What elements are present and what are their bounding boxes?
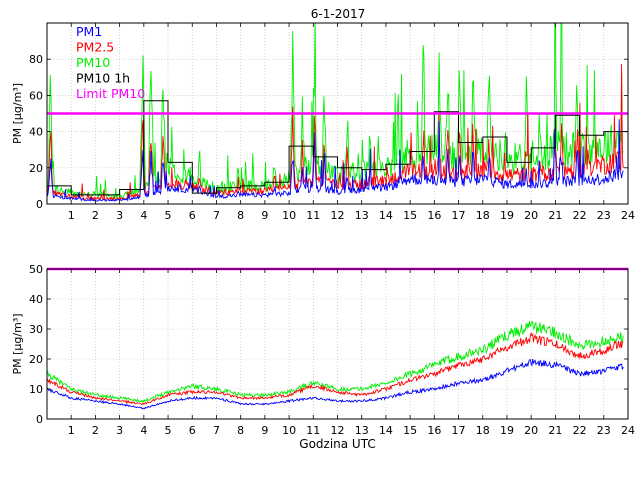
x-tick-label: 9 bbox=[261, 424, 268, 437]
x-tick-label: 4 bbox=[140, 424, 147, 437]
x-tick-label: 7 bbox=[213, 209, 220, 222]
x-tick-label: 3 bbox=[116, 424, 123, 437]
x-tick-label: 6 bbox=[189, 209, 196, 222]
y-tick-label: 50 bbox=[29, 263, 43, 276]
x-tick-label: 20 bbox=[524, 424, 538, 437]
y-tick-label: 60 bbox=[29, 89, 43, 102]
y-tick-label: 30 bbox=[29, 323, 43, 336]
legend-entry: PM2.5 bbox=[76, 40, 114, 55]
series-pm10-line bbox=[47, 320, 624, 403]
legend-entry: Limit PM10 bbox=[76, 86, 145, 101]
x-tick-label: 18 bbox=[476, 424, 490, 437]
x-tick-label: 14 bbox=[379, 424, 393, 437]
y-tick-label: 20 bbox=[29, 353, 43, 366]
plot-area bbox=[47, 23, 628, 202]
x-tick-label: 13 bbox=[355, 209, 369, 222]
x-tick-label: 12 bbox=[331, 209, 345, 222]
x-tick-label: 5 bbox=[165, 209, 172, 222]
x-tick-label: 19 bbox=[500, 424, 514, 437]
x-tick-label: 10 bbox=[282, 209, 296, 222]
series-pm25-line bbox=[47, 331, 624, 406]
x-tick-label: 1 bbox=[68, 424, 75, 437]
x-tick-label: 24 bbox=[621, 424, 635, 437]
y-tick-label: 20 bbox=[29, 162, 43, 175]
legend-entry: PM10 bbox=[76, 55, 110, 70]
x-tick-label: 21 bbox=[548, 424, 562, 437]
x-tick-label: 17 bbox=[452, 424, 466, 437]
x-tick-label: 11 bbox=[306, 424, 320, 437]
x-tick-label: 1 bbox=[68, 209, 75, 222]
series-pm1-line bbox=[47, 119, 624, 202]
x-tick-label: 3 bbox=[116, 209, 123, 222]
x-tick-label: 8 bbox=[237, 209, 244, 222]
x-tick-label: 23 bbox=[597, 209, 611, 222]
x-tick-label: 24 bbox=[621, 209, 635, 222]
x-tick-label: 16 bbox=[427, 209, 441, 222]
y-axis-label: PM [µg/m³] bbox=[11, 83, 24, 144]
y-axis-label: PM [µg/m³] bbox=[11, 313, 24, 374]
series-pm1-line bbox=[47, 359, 624, 410]
y-tick-label: 80 bbox=[29, 53, 43, 66]
x-tick-label: 18 bbox=[476, 209, 490, 222]
x-tick-label: 23 bbox=[597, 424, 611, 437]
x-tick-label: 15 bbox=[403, 424, 417, 437]
x-tick-label: 10 bbox=[282, 424, 296, 437]
x-tick-label: 6 bbox=[189, 424, 196, 437]
x-tick-label: 19 bbox=[500, 209, 514, 222]
series-pm10-1h-step bbox=[47, 100, 628, 196]
bottom-chart: 1 2 3 4 5 6 7 8 9 10 11 12 13 14 15 16 17 18 19 20 21 22 23 240… bbox=[11, 263, 635, 451]
x-tick-label: 12 bbox=[331, 424, 345, 437]
y-tick-label: 40 bbox=[29, 126, 43, 139]
x-tick-label: 4 bbox=[140, 209, 147, 222]
x-tick-label: 17 bbox=[452, 209, 466, 222]
x-tick-label: 13 bbox=[355, 424, 369, 437]
chart-title: 6-1-2017 bbox=[311, 7, 365, 21]
top-chart: 1 2 3 4 5 6 7 8 9 10 11 12 13 14 15 16 17 18 19 20 21 22 23 240… bbox=[11, 22, 635, 222]
x-tick-label: 20 bbox=[524, 209, 538, 222]
y-tick-label: 10 bbox=[29, 383, 43, 396]
x-tick-label: 15 bbox=[403, 209, 417, 222]
x-tick-label: 8 bbox=[237, 424, 244, 437]
x-tick-label: 7 bbox=[213, 424, 220, 437]
x-tick-label: 2 bbox=[92, 209, 99, 222]
legend-entry: PM1 bbox=[76, 24, 102, 39]
y-tick-label: 40 bbox=[29, 293, 43, 306]
y-tick-label: 0 bbox=[36, 198, 43, 211]
series-pm25-line bbox=[47, 63, 624, 202]
x-tick-label: 22 bbox=[573, 209, 587, 222]
y-tick-label: 0 bbox=[36, 413, 43, 426]
x-tick-label: 22 bbox=[573, 424, 587, 437]
x-tick-label: 14 bbox=[379, 209, 393, 222]
plot-area bbox=[47, 320, 624, 410]
x-tick-label: 5 bbox=[165, 424, 172, 437]
x-tick-label: 21 bbox=[548, 209, 562, 222]
x-axis-label: Godzina UTC bbox=[299, 437, 375, 451]
x-tick-label: 16 bbox=[427, 424, 441, 437]
x-tick-label: 2 bbox=[92, 424, 99, 437]
x-tick-label: 11 bbox=[306, 209, 320, 222]
legend-entry: PM10 1h bbox=[76, 71, 130, 86]
x-tick-label: 9 bbox=[261, 209, 268, 222]
